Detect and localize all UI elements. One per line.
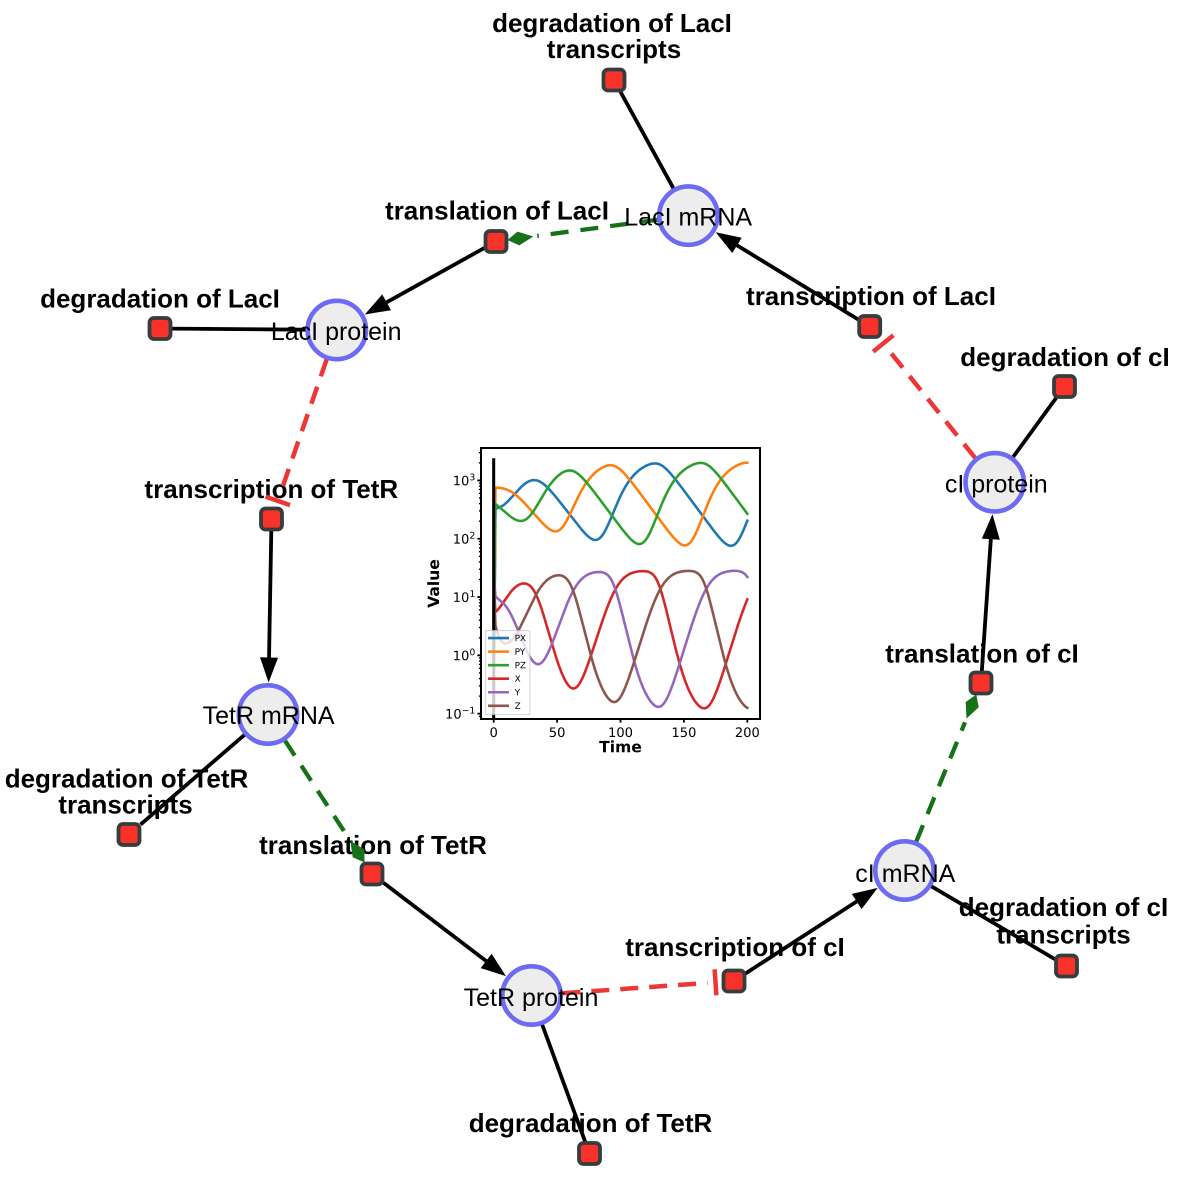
svg-text:LacI mRNA: LacI mRNA [624, 203, 752, 231]
svg-text:TetR mRNA: TetR mRNA [203, 702, 335, 730]
svg-text:TetR protein: TetR protein [464, 984, 599, 1012]
svg-text:translation of LacI: translation of LacI [385, 196, 609, 226]
svg-text:transcripts: transcripts [58, 789, 192, 819]
svg-text:degradation of cI: degradation of cI [959, 892, 1168, 922]
svg-text:transcripts: transcripts [996, 920, 1130, 950]
svg-text:degradation of LacI: degradation of LacI [492, 8, 732, 38]
svg-text:cI mRNA: cI mRNA [855, 860, 955, 888]
svg-text:translation of TetR: translation of TetR [259, 830, 487, 860]
svg-text:transcription of LacI: transcription of LacI [746, 281, 996, 311]
svg-text:cI protein: cI protein [945, 470, 1048, 498]
svg-text:degradation of cI: degradation of cI [960, 342, 1169, 372]
svg-text:transcription of cI: transcription of cI [625, 932, 845, 962]
svg-text:degradation of LacI: degradation of LacI [40, 284, 280, 314]
svg-text:transcripts: transcripts [547, 34, 681, 64]
svg-text:degradation of TetR: degradation of TetR [469, 1108, 713, 1138]
svg-text:LacI protein: LacI protein [271, 318, 402, 346]
